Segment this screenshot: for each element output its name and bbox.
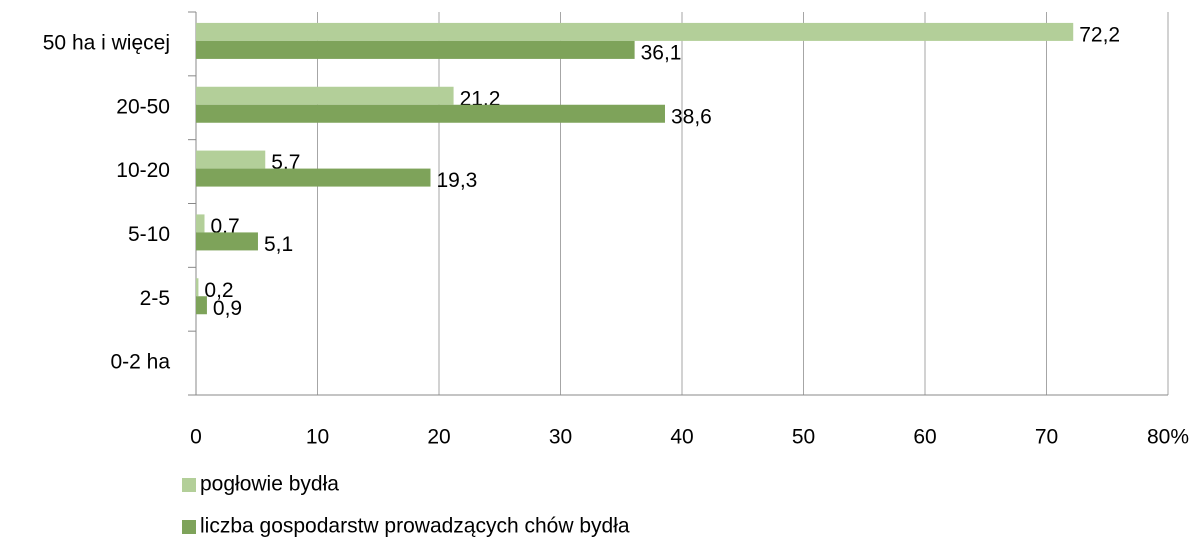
x-tick-label: 50 bbox=[792, 426, 815, 449]
data-label: 19,3 bbox=[436, 169, 477, 192]
x-tick-label: 10 bbox=[306, 426, 329, 449]
data-label: 38,6 bbox=[671, 105, 712, 128]
y-tick-label: 10-20 bbox=[116, 159, 170, 182]
bar bbox=[196, 168, 431, 187]
y-tick-label: 50 ha i więcej bbox=[43, 31, 170, 54]
x-tick-label: 60 bbox=[913, 426, 936, 449]
y-tick-label: 5-10 bbox=[128, 223, 170, 246]
x-tick-label: 0 bbox=[190, 426, 202, 449]
legend-label: pogłowie bydła bbox=[200, 473, 339, 496]
bar bbox=[196, 40, 635, 59]
x-tick-label: 20 bbox=[427, 426, 450, 449]
bar bbox=[196, 104, 665, 123]
y-tick-label: 2-5 bbox=[140, 287, 170, 310]
bar bbox=[196, 296, 207, 315]
y-tick-label: 20-50 bbox=[116, 95, 170, 118]
bar bbox=[196, 22, 1074, 41]
bar bbox=[196, 232, 258, 251]
data-label: 5,7 bbox=[271, 151, 300, 174]
data-label: 21,2 bbox=[460, 87, 501, 110]
legend-label: liczba gospodarstw prowadzących chów byd… bbox=[200, 515, 630, 538]
x-tick-label: 30 bbox=[549, 426, 572, 449]
data-label: 0,7 bbox=[211, 215, 240, 238]
bar bbox=[196, 86, 454, 105]
data-label: 72,2 bbox=[1079, 23, 1120, 46]
x-tick-label: 70 bbox=[1035, 426, 1058, 449]
data-label: 0,9 bbox=[213, 297, 242, 320]
bar bbox=[196, 278, 199, 297]
y-tick-label: 0-2 ha bbox=[110, 351, 170, 374]
bar bbox=[196, 214, 205, 233]
data-label: 0,2 bbox=[204, 279, 233, 302]
data-label: 36,1 bbox=[641, 41, 682, 64]
legend-swatch bbox=[182, 478, 196, 492]
x-tick-label: 40 bbox=[670, 426, 693, 449]
bar bbox=[196, 150, 266, 169]
x-tick-label: 80% bbox=[1147, 426, 1189, 449]
data-label: 5,1 bbox=[264, 233, 293, 256]
legend-swatch bbox=[182, 520, 196, 534]
